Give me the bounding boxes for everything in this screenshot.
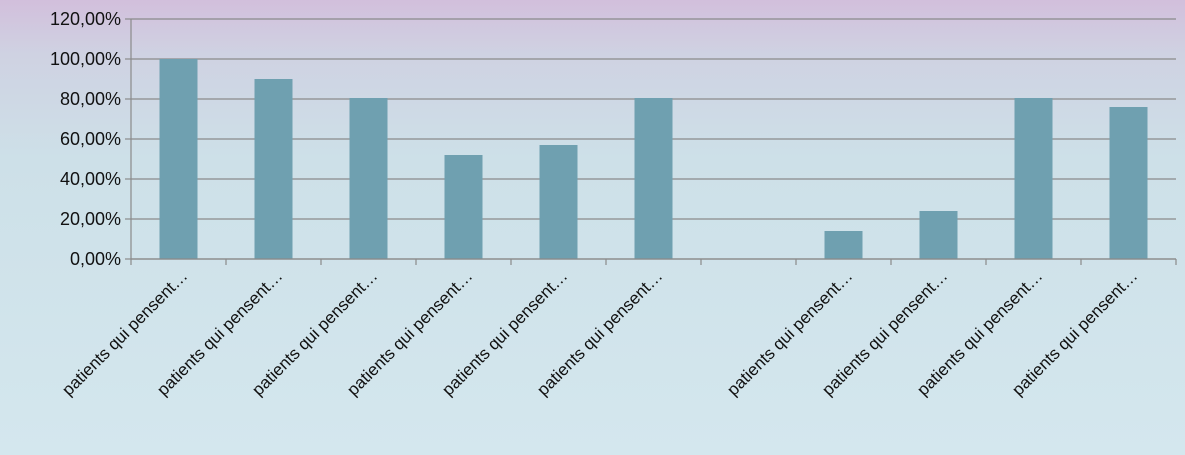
bar — [539, 145, 578, 259]
y-tick-label: 60,00% — [60, 129, 121, 149]
y-tick-label: 40,00% — [60, 169, 121, 189]
y-tick-label: 120,00% — [50, 9, 121, 29]
bar — [159, 59, 198, 259]
bar — [919, 211, 958, 259]
y-tick-label: 20,00% — [60, 209, 121, 229]
y-tick-labels: 0,00% 20,00% 40,00% 60,00% 80,00% 100,00% 120,… — [50, 9, 121, 269]
bar — [634, 98, 673, 259]
y-tick-label: 100,00% — [50, 49, 121, 69]
bar — [1109, 107, 1148, 259]
bar — [349, 98, 388, 259]
bar — [824, 231, 863, 259]
bars — [159, 59, 1148, 259]
bar — [254, 79, 293, 259]
axes — [125, 18, 1177, 265]
bar — [444, 155, 483, 259]
y-tick-label: 0,00% — [70, 249, 121, 269]
y-tick-label: 80,00% — [60, 89, 121, 109]
bar — [1014, 98, 1053, 259]
x-tick-labels: patients qui pensent…patients qui pensen… — [58, 266, 1141, 399]
